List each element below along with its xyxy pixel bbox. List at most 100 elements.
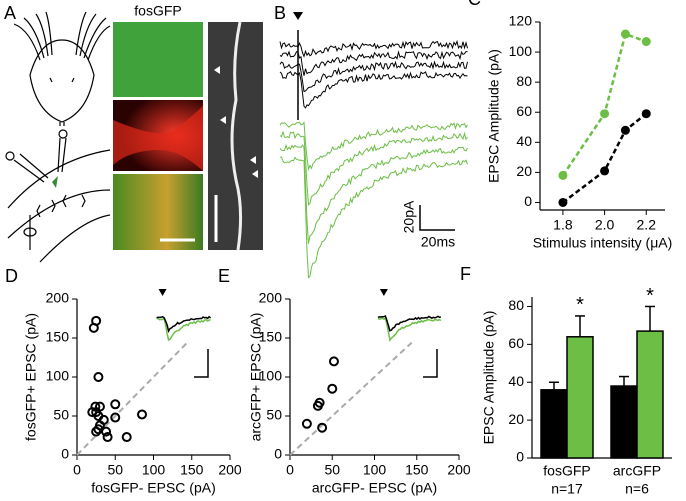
y-tick-label: 0 [61,446,69,462]
identity-line [289,341,413,456]
trace [279,130,468,207]
image-green [113,22,203,97]
point [641,109,651,119]
image-label: fosGFP [134,3,181,19]
x-tick-label: 0 [286,462,294,478]
y-tick-label: 20 [508,411,524,427]
identity-line [76,341,188,456]
panel-letter: B [274,3,286,23]
y-axis-title: EPSC Amplitude (pA) [486,49,502,183]
y-tick-label: 100 [46,368,70,384]
n-label: n=17 [551,481,583,497]
point [91,426,102,437]
point [620,125,630,135]
image-merge [113,174,203,250]
mouse-drawing [13,11,111,126]
slice-drawing [5,129,111,263]
y-tick-label: 100 [509,43,533,59]
series-line [561,32,647,177]
point [93,372,104,382]
scale-label: 20ms [421,234,455,250]
y-tick-label: 150 [259,329,283,345]
panel-letter: A [4,3,16,23]
scale-bar [419,205,455,231]
point [620,29,630,39]
y-tick-label: 0 [524,193,532,209]
point [110,412,121,423]
x-tick-label: 2.0 [595,217,615,233]
trace [377,315,441,332]
y-tick-label: 80 [508,297,524,313]
arrowheads [214,66,258,178]
y-tick-label: 200 [46,290,70,306]
bar [610,385,638,459]
trace [156,315,212,333]
point [110,399,121,410]
y-tick-label: 40 [508,373,524,389]
x-axis-title: Stimulus intensity (μA) [533,235,673,251]
x-tick-label: 100 [142,462,166,478]
y-tick-label: 50 [266,407,282,423]
x-tick-label: fosGFP [543,463,590,479]
panel-letter: E [218,266,230,286]
y-tick-label: 80 [516,73,532,89]
trace [279,39,468,58]
y-axis-title: fosGFP+ EPSC (pA) [23,313,39,441]
x-tick-label: 200 [218,462,242,478]
y-tick-label: 20 [516,163,532,179]
point [121,432,132,443]
x-tick-label: 150 [180,462,204,478]
trace [377,316,442,342]
point [327,383,338,394]
red-cell [113,105,203,171]
x-tick-label: 100 [363,462,387,478]
x-tick-label: 50 [324,462,340,478]
point [317,422,328,433]
point [314,397,325,408]
scale-bar [423,349,438,378]
y-axis-title: arcGFP+ EPSC (pA) [248,313,264,442]
x-tick-label: 1.8 [553,217,573,233]
point [101,426,112,437]
x-tick-label: 2.2 [637,217,657,233]
y-axis-title: EPSC Amplitude (pA) [481,311,497,445]
y-tick-label: 0 [274,446,282,462]
stim-marker [158,289,167,296]
point [558,170,568,180]
n-label: n=6 [625,481,649,497]
panel-letter: C [468,0,481,9]
y-tick-label: 200 [259,290,283,306]
point [641,37,651,47]
x-axis-title: fosGFP- EPSC (pA) [91,480,215,496]
scale-label: 20pA [401,200,417,233]
x-tick-label: 50 [107,462,123,478]
dendrite [230,21,243,251]
bar [636,330,664,459]
y-tick-label: 0 [516,449,524,465]
trace [279,60,468,93]
point [91,315,102,326]
scale-bar [194,349,209,378]
y-tick-label: 120 [509,13,533,29]
cell-icon [52,176,58,188]
point [137,409,148,420]
point [102,432,113,443]
y-tick-label: 40 [516,133,532,149]
trace [279,70,468,109]
y-tick-label: 50 [53,407,69,423]
point [558,197,568,207]
x-axis-title: arcGFP- EPSC (pA) [312,480,437,496]
point [301,418,312,429]
panel-letter: F [460,264,471,284]
trace [156,316,211,342]
traces [279,30,468,279]
y-tick-label: 150 [46,329,70,345]
trace [279,156,468,279]
stim-marker [379,289,388,296]
significance: * [576,294,584,316]
y-tick-label: 60 [508,335,524,351]
x-tick-label: 200 [447,462,471,478]
point [600,166,610,176]
trace [279,121,468,172]
